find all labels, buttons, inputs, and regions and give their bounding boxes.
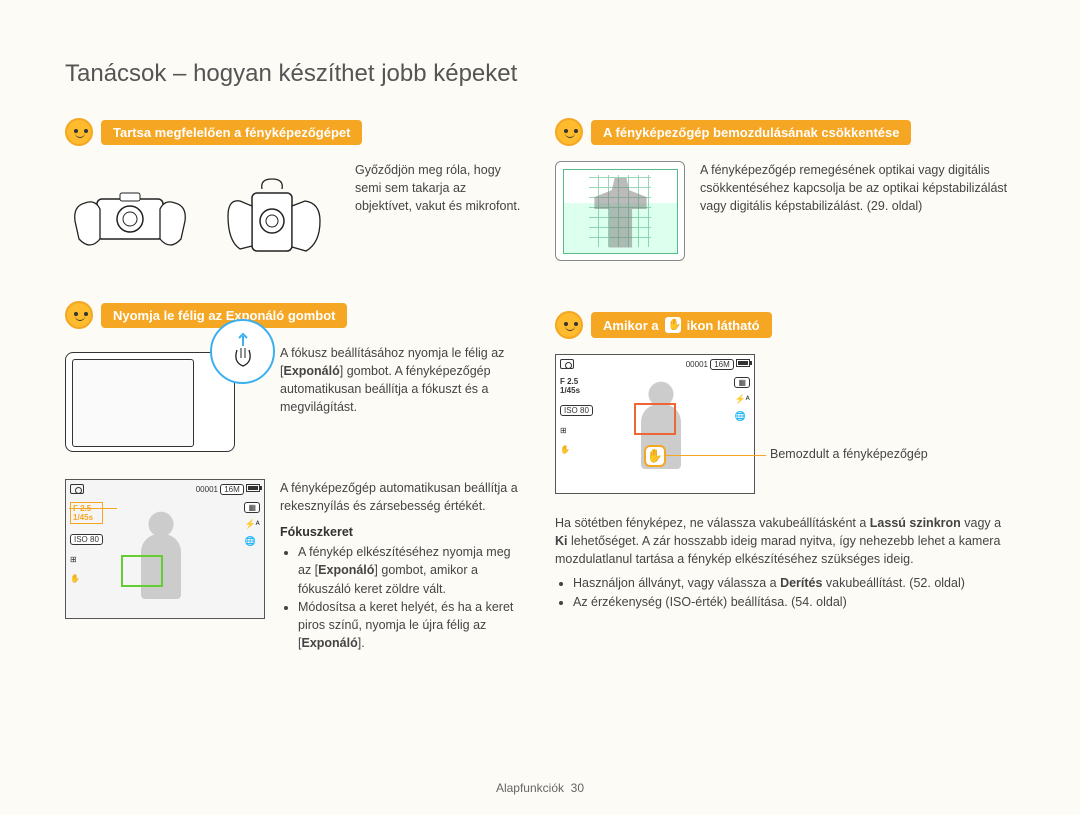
callout-line — [666, 455, 766, 456]
section-header-reduce-shake: A fényképezőgép bemozdulásának csökkenté… — [555, 118, 1015, 146]
iso-readout: ISO 80 — [70, 534, 103, 545]
smiley-icon — [555, 311, 583, 339]
section-title-shake-icon: Amikor a ✋ ikon látható — [591, 312, 772, 338]
iso-readout: ISO 80 — [560, 405, 593, 416]
aperture-readout: F 2.51/45s — [70, 502, 103, 524]
smiley-icon — [65, 301, 93, 329]
smiley-icon — [555, 118, 583, 146]
camera-mode-icon — [70, 484, 84, 494]
callout-line — [69, 508, 117, 509]
quality-icon: ▦ — [734, 377, 750, 388]
section-header-shake-icon: Amikor a ✋ ikon látható — [555, 311, 1015, 339]
hold-camera-illustration-2 — [210, 161, 340, 271]
hold-camera-illustration-1 — [65, 161, 195, 271]
bullet-item: Az érzékenység (ISO-érték) beállítása. (… — [573, 593, 1015, 611]
person-silhouette-grid — [563, 169, 678, 254]
stabilization-photo-mock — [555, 161, 685, 261]
stabilizer-icon: ⊞ — [560, 426, 593, 435]
half-press-text: A fókusz beállításához nyomja le félig a… — [280, 344, 525, 459]
shutter-highlight-circle — [210, 319, 275, 384]
dark-shooting-paragraph: Ha sötétben fényképez, ne válassza vakub… — [555, 514, 1015, 568]
dark-shooting-bullets: Használjon állványt, vagy válassza a Der… — [555, 574, 1015, 610]
globe-icon: 🌐 — [244, 536, 260, 547]
camera-mode-icon — [560, 359, 574, 369]
flash-icon: ⚡ᴬ — [244, 519, 260, 530]
battery-icon — [246, 484, 260, 492]
page-title: Tanácsok – hogyan készíthet jobb képeket — [65, 60, 1015, 88]
reduce-shake-text: A fényképezőgép remegésének optikai vagy… — [700, 161, 1015, 261]
smiley-icon — [65, 118, 93, 146]
bullet-item: A fénykép elkészítéséhez nyomja meg az [… — [298, 543, 525, 597]
hold-camera-text: Győződjön meg róla, hogy semi sem takarj… — [355, 161, 525, 271]
hold-camera-row: Győződjön meg róla, hogy semi sem takarj… — [65, 161, 525, 271]
battery-icon — [736, 359, 750, 367]
shake-screen-block: 00001 16M F 2.51/45s ISO 80 ⊞ ✋ ▦ ⚡ᴬ 🌐 — [555, 354, 1015, 494]
stabilizer-icon: ⊞ — [70, 555, 103, 564]
section-header-hold-camera: Tartsa megfelelően a fényképezőgépet — [65, 118, 525, 146]
camera-lcd-mock-right: 00001 16M F 2.51/45s ISO 80 ⊞ ✋ ▦ ⚡ᴬ 🌐 — [555, 354, 755, 494]
camera-back-icon — [65, 352, 235, 452]
bullet-item: Használjon állványt, vagy válassza a Der… — [573, 574, 1015, 592]
hand-shake-icon: ✋ — [560, 445, 593, 454]
left-column: Tartsa megfelelően a fényképezőgépet — [65, 118, 525, 672]
section-header-half-press: Nyomja le félig az Exponáló gombot — [65, 301, 525, 329]
shutter-press-illustration — [65, 344, 265, 459]
quality-icon: ▦ — [244, 502, 260, 513]
focus-frame-subhead: Fókuszkeret — [280, 525, 525, 539]
section-title-hold-camera: Tartsa megfelelően a fényképezőgépet — [101, 120, 362, 145]
bullet-item: Módosítsa a keret helyét, és ha a keret … — [298, 598, 525, 652]
two-column-layout: Tartsa megfelelően a fényképezőgépet — [65, 118, 1015, 672]
focus-frame-red — [634, 403, 676, 435]
page-footer: Alapfunkciók 30 — [0, 781, 1080, 795]
camera-lcd-mock-left: 00001 16M F 2.51/45s ISO 80 ⊞ ✋ ▦ ⚡ᴬ 🌐 — [65, 479, 265, 619]
section-title-reduce-shake: A fényképezőgép bemozdulásának csökkenté… — [591, 120, 911, 145]
half-press-row: A fókusz beállításához nyomja le félig a… — [65, 344, 525, 459]
right-column: A fényképezőgép bemozdulásának csökkenté… — [555, 118, 1015, 672]
aperture-readout: F 2.51/45s — [560, 377, 593, 395]
shake-warning-icon: ✋ — [644, 445, 666, 467]
globe-icon: 🌐 — [734, 411, 750, 422]
camera-screen-row: 00001 16M F 2.51/45s ISO 80 ⊞ ✋ ▦ ⚡ᴬ 🌐 — [65, 479, 525, 652]
shake-callout-label: Bemozdult a fényképezőgép — [770, 385, 1015, 463]
flash-icon: ⚡ᴬ — [734, 394, 750, 405]
hand-shake-icon: ✋ — [70, 574, 103, 583]
auto-settings-text: A fényképezőgép automatikusan beállítja … — [280, 479, 525, 515]
focus-frame-bullets: A fénykép elkészítéséhez nyomja meg az [… — [280, 543, 525, 652]
reduce-shake-row: A fényképezőgép remegésének optikai vagy… — [555, 161, 1015, 261]
focus-frame-green — [121, 555, 163, 587]
camera-screen-text-block: A fényképezőgép automatikusan beállítja … — [280, 479, 525, 652]
